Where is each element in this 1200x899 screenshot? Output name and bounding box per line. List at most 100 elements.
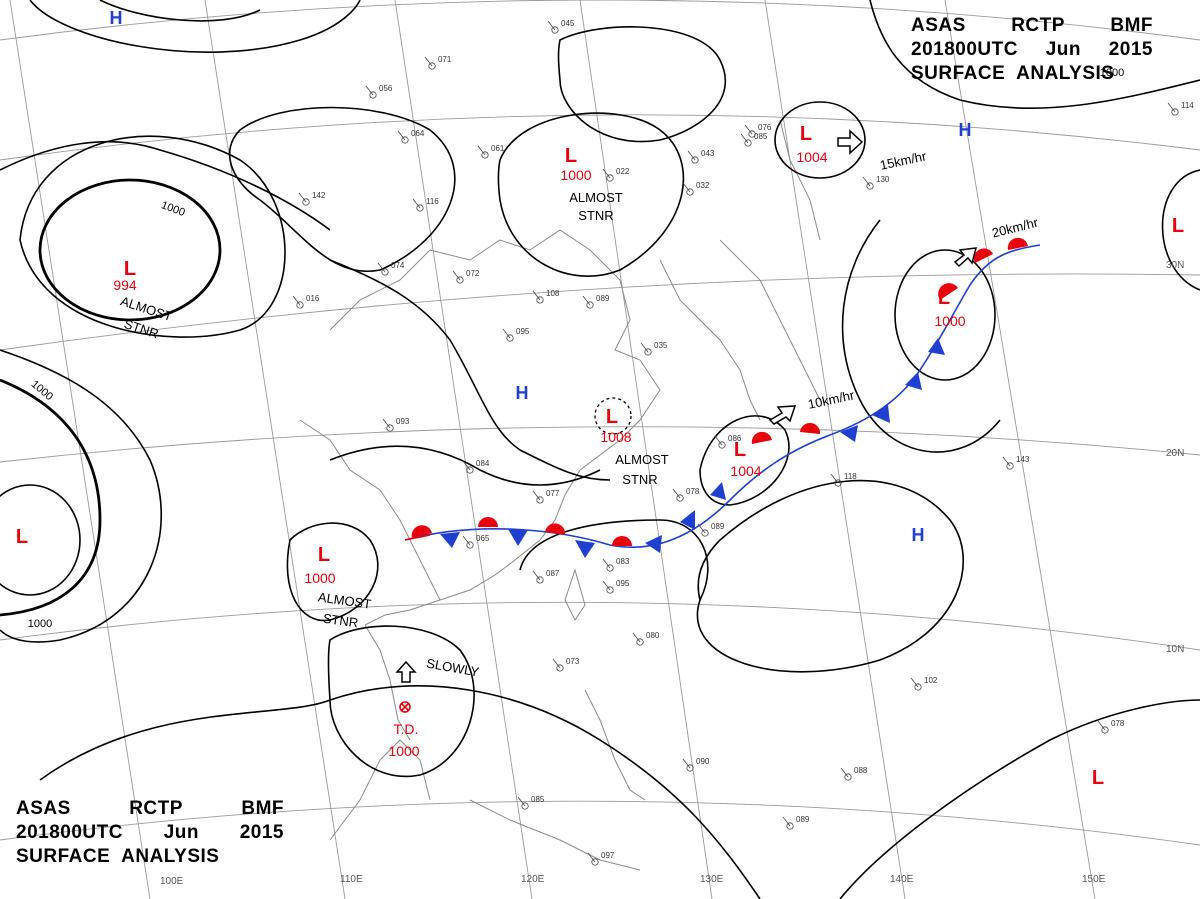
front-line-warm-segment xyxy=(404,534,431,541)
low-symbol: L xyxy=(800,123,812,145)
station-wind-barb xyxy=(532,570,541,581)
station-marker xyxy=(586,301,594,309)
station-marker xyxy=(386,424,394,432)
station-wind-barb xyxy=(292,295,301,306)
station-pressure-label: 071 xyxy=(438,55,452,64)
cold-tri xyxy=(872,405,890,423)
station-marker xyxy=(744,139,752,147)
isobar-low-1004-north xyxy=(774,101,866,179)
motion-arrow-east-low xyxy=(953,247,978,268)
motion-arrow-td xyxy=(395,660,417,683)
station-wind-barb xyxy=(602,168,611,179)
station-pressure-label: 078 xyxy=(686,487,700,496)
warm-bump xyxy=(751,431,772,444)
station-pressure-label: 089 xyxy=(796,815,810,824)
station-marker xyxy=(786,822,794,830)
station-pressure-label: 016 xyxy=(306,294,320,303)
low-symbol: L xyxy=(734,439,746,461)
header-title: SURFACE ANALYSIS xyxy=(16,846,220,867)
header-station: RCTP xyxy=(129,798,183,819)
station-pressure-label: 093 xyxy=(396,417,410,426)
low-note-line1: ALMOST xyxy=(317,589,372,611)
station-wind-barb xyxy=(602,580,611,591)
header-line-1: ASAS RCTP BMF xyxy=(16,797,284,821)
header-month: Jun xyxy=(1045,39,1081,60)
station-pressure-label: 064 xyxy=(411,129,425,138)
station-pressure-label: 072 xyxy=(466,269,480,278)
station-marker xyxy=(844,773,852,781)
isobar-south-2 xyxy=(839,699,1200,899)
station-wind-barb xyxy=(910,677,919,688)
cold-tri xyxy=(840,425,858,442)
latitude-label: 10N xyxy=(1166,644,1184,655)
isobar-low-west xyxy=(0,484,81,596)
station-pressure-label: 061 xyxy=(491,144,505,153)
header-title: SURFACE ANALYSIS xyxy=(911,63,1115,84)
station-marker xyxy=(536,576,544,584)
isobar-low-1004-south xyxy=(699,415,790,506)
station-wind-barb xyxy=(502,328,511,339)
low-pressure-value: 1008 xyxy=(600,429,631,445)
longitude-line-140e xyxy=(764,0,906,899)
pressure-systems: L 994 ALMOST STNR L 1000 ALMOST STNR L 1… xyxy=(16,8,1184,789)
cold-tri xyxy=(440,532,460,548)
isobar-northeast-1 xyxy=(869,0,1200,110)
station-pressure-label: 102 xyxy=(924,676,938,685)
low-pressure-value: 994 xyxy=(113,277,137,293)
station-pressure-label: 116 xyxy=(426,197,439,206)
chart-header-top: ASAS RCTP BMF 201800UTC Jun 2015 SURFACE… xyxy=(911,14,1153,86)
station-wind-barb xyxy=(517,796,526,807)
station-marker xyxy=(456,276,464,284)
station-wind-barb xyxy=(298,192,307,203)
station-wind-barb xyxy=(687,150,696,161)
station-wind-barb xyxy=(632,632,641,643)
warm-bump xyxy=(545,523,566,535)
china-coast xyxy=(329,229,661,626)
station-pressure-label: 084 xyxy=(476,459,490,468)
station-wind-barb xyxy=(740,133,749,144)
taiwan-island xyxy=(564,568,586,621)
isobar-1000-west xyxy=(0,378,102,617)
station-marker xyxy=(914,683,922,691)
header-code: BMF xyxy=(1110,15,1153,36)
station-marker xyxy=(676,494,684,502)
station-wind-barb xyxy=(552,658,561,669)
header-time: 201800UTC xyxy=(16,822,123,843)
isobar-south-1 xyxy=(39,685,761,899)
station-pressure-label: 130 xyxy=(876,175,890,184)
station-wind-barb xyxy=(365,85,374,96)
header-line-3: SURFACE ANALYSIS xyxy=(16,845,284,869)
station-pressure-label: 078 xyxy=(1111,719,1125,728)
station-pressure-label: 089 xyxy=(596,294,610,303)
station-pressure-label: 143 xyxy=(1016,455,1030,464)
station-pressure-label: 035 xyxy=(654,341,668,350)
header-month: Jun xyxy=(163,822,199,843)
station-marker xyxy=(701,529,709,537)
borneo-coast xyxy=(469,799,641,871)
isobar-central xyxy=(329,445,601,486)
isobar-low-1000-north xyxy=(497,112,685,277)
isobar-mongolia xyxy=(228,106,456,273)
station-pressure-label: 074 xyxy=(391,261,405,270)
low-note-line1: ALMOST xyxy=(615,452,669,467)
station-wind-barb xyxy=(547,20,556,31)
station-pressure-label: 118 xyxy=(844,472,857,481)
station-marker xyxy=(591,858,599,866)
low-note-line2: STNR xyxy=(322,611,359,631)
cold-tri xyxy=(508,529,528,546)
inland-border-south-china xyxy=(299,419,441,601)
station-marker xyxy=(521,802,529,810)
station-wind-barb xyxy=(744,124,753,135)
coastlines xyxy=(299,119,821,871)
station-marker xyxy=(536,296,544,304)
korea-coast xyxy=(659,259,761,421)
isobar-low-1000-southwest xyxy=(286,522,379,622)
station-wind-barb xyxy=(682,182,691,193)
high-symbol: H xyxy=(959,120,972,140)
low-symbol: L xyxy=(565,145,577,167)
station-marker xyxy=(606,174,614,182)
low-pressure-value: 1004 xyxy=(796,149,827,165)
station-wind-barb xyxy=(377,262,386,273)
station-marker xyxy=(369,91,377,99)
